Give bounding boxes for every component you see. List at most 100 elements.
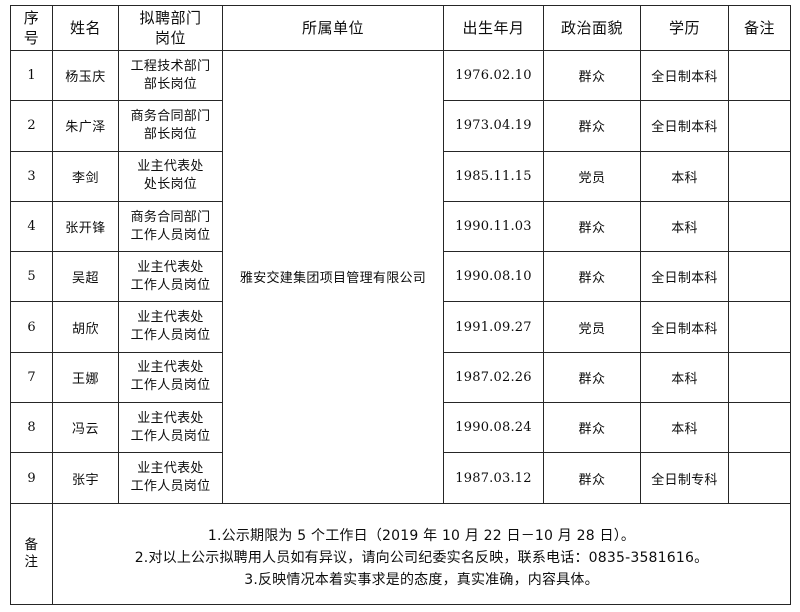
cell-post-line2: 处长岗位 [143,177,198,193]
cell-political-status: 群众 [543,452,641,504]
cell-political-status: 党员 [543,150,641,202]
cell-post-line2: 工作人员岗位 [130,378,211,394]
cell-political-status: 群众 [543,100,641,152]
cell-sequence: 8 [10,402,53,454]
cell-sequence: 3 [10,150,53,202]
cell-birth: 1990.11.03 [443,200,544,253]
cell-remark [728,402,791,454]
footer-note-3: 3.反映情况本着实事求是的态度，真实准确，内容具体。 [244,571,599,588]
column-header-remark: 备注 [728,5,791,51]
cell-unit-merged: 雅安交建集团项目管理有限公司 [222,50,444,504]
cell-name: 李剑 [52,150,119,202]
footer-notes-row: 备 注 1.公示期限为 5 个工作日（2019 年 10 月 22 日－10 月… [10,502,791,605]
column-header-sequence-line1: 序 [23,9,40,27]
cell-birth: 1991.09.27 [443,301,544,353]
table-row: 5 吴超 业主代表处 工作人员岗位 1990.08.10 群众 全日制本科 [10,251,791,303]
column-header-education: 学历 [640,5,729,51]
cell-post-line1: 商务合同部门 [130,108,211,124]
cell-name: 吴超 [52,251,119,303]
cell-post: 商务合同部门 工作人员岗位 [118,200,223,253]
cell-post-line2: 工作人员岗位 [130,479,211,495]
cell-post-line1: 工程技术部门 [130,58,211,74]
cell-sequence: 2 [10,100,53,152]
cell-remark [728,452,791,504]
column-header-birth: 出生年月 [443,5,544,51]
cell-education: 全日制本科 [640,301,729,353]
cell-post-line2: 工作人员岗位 [130,428,211,444]
candidate-announcement-table: 序 号 姓名 拟聘部门 岗位 所属单位 出生年月 政治面貌 学历 备注 1 杨玉… [10,5,791,605]
cell-post-line2: 部长岗位 [143,126,198,142]
column-header-post: 拟聘部门 岗位 [118,5,223,51]
cell-post-line2: 部长岗位 [143,76,198,92]
cell-remark [728,351,791,404]
column-header-sequence: 序 号 [10,5,53,51]
cell-political-status: 群众 [543,351,641,404]
cell-post-line2: 工作人员岗位 [130,328,211,344]
cell-post: 业主代表处 工作人员岗位 [118,301,223,353]
cell-sequence: 9 [10,452,53,504]
cell-remark [728,150,791,202]
cell-sequence: 1 [10,49,53,102]
column-header-unit: 所属单位 [222,5,444,51]
footer-note-2: 2.对以上公示拟聘用人员如有异议，请向公司纪委实名反映，联系电话：0835-35… [134,549,709,566]
column-header-post-line1: 拟聘部门 [139,9,202,27]
cell-post: 商务合同部门 部长岗位 [118,100,223,152]
cell-education: 全日制专科 [640,452,729,504]
cell-post: 工程技术部门 部长岗位 [118,49,223,102]
table-row: 7 王娜 业主代表处 工作人员岗位 1987.02.26 群众 本科 [10,351,791,404]
footer-label-line2: 注 [24,553,39,570]
cell-post-line1: 商务合同部门 [130,209,211,225]
cell-name: 胡欣 [52,301,119,353]
cell-political-status: 群众 [543,200,641,253]
cell-post-line1: 业主代表处 [137,310,204,326]
cell-post-line2: 工作人员岗位 [130,227,211,243]
cell-birth: 1985.11.15 [443,150,544,202]
footer-note-1: 1.公示期限为 5 个工作日（2019 年 10 月 22 日－10 月 28 … [207,527,636,544]
table-row: 2 朱广泽 商务合同部门 部长岗位 1973.04.19 群众 全日制本科 [10,100,791,152]
cell-education: 本科 [640,200,729,253]
cell-post-line1: 业主代表处 [137,410,204,426]
cell-post: 业主代表处 工作人员岗位 [118,351,223,404]
cell-post-line1: 业主代表处 [137,259,204,275]
column-header-sequence-line2: 号 [23,29,40,47]
cell-birth: 1976.02.10 [443,49,544,102]
cell-political-status: 党员 [543,301,641,353]
table-row: 6 胡欣 业主代表处 工作人员岗位 1991.09.27 党员 全日制本科 [10,301,791,353]
cell-post-line1: 业主代表处 [137,461,204,477]
cell-education: 全日制本科 [640,100,729,152]
cell-birth: 1987.02.26 [443,351,544,404]
cell-birth: 1973.04.19 [443,100,544,152]
cell-post-line1: 业主代表处 [137,360,204,376]
cell-political-status: 群众 [543,251,641,303]
cell-name: 冯云 [52,402,119,454]
cell-name: 张开锋 [52,200,119,253]
cell-political-status: 群众 [543,402,641,454]
footer-label-line1: 备 [24,536,39,553]
column-header-post-line2: 岗位 [154,29,186,47]
column-header-political-status: 政治面貌 [543,5,641,51]
table-header: 序 号 姓名 拟聘部门 岗位 所属单位 出生年月 政治面貌 学历 备注 [10,5,791,51]
cell-remark [728,49,791,102]
cell-name: 王娜 [52,351,119,404]
cell-education: 本科 [640,150,729,202]
table-row: 9 张宇 业主代表处 工作人员岗位 1987.03.12 群众 全日制专科 [10,452,791,504]
table-row: 4 张开锋 商务合同部门 工作人员岗位 1990.11.03 群众 本科 [10,200,791,253]
cell-post-line1: 业主代表处 [137,159,204,175]
cell-sequence: 6 [10,301,53,353]
cell-post-line2: 工作人员岗位 [130,277,211,293]
footer-label-remark: 备 注 [10,502,53,605]
cell-remark [728,100,791,152]
table-body: 1 杨玉庆 工程技术部门 部长岗位 雅安交建集团项目管理有限公司 1976.02… [10,49,791,605]
table-row: 8 冯云 业主代表处 工作人员岗位 1990.08.24 群众 本科 [10,402,791,454]
footer-notes-content: 1.公示期限为 5 个工作日（2019 年 10 月 22 日－10 月 28 … [52,502,791,605]
cell-education: 全日制本科 [640,251,729,303]
table-row: 3 李剑 业主代表处 处长岗位 1985.11.15 党员 本科 [10,150,791,202]
cell-post: 业主代表处 工作人员岗位 [118,251,223,303]
cell-birth: 1990.08.24 [443,402,544,454]
cell-education: 全日制本科 [640,49,729,102]
cell-remark [728,301,791,353]
cell-birth: 1987.03.12 [443,452,544,504]
cell-post: 业主代表处 工作人员岗位 [118,452,223,504]
table-row: 1 杨玉庆 工程技术部门 部长岗位 雅安交建集团项目管理有限公司 1976.02… [10,49,791,504]
